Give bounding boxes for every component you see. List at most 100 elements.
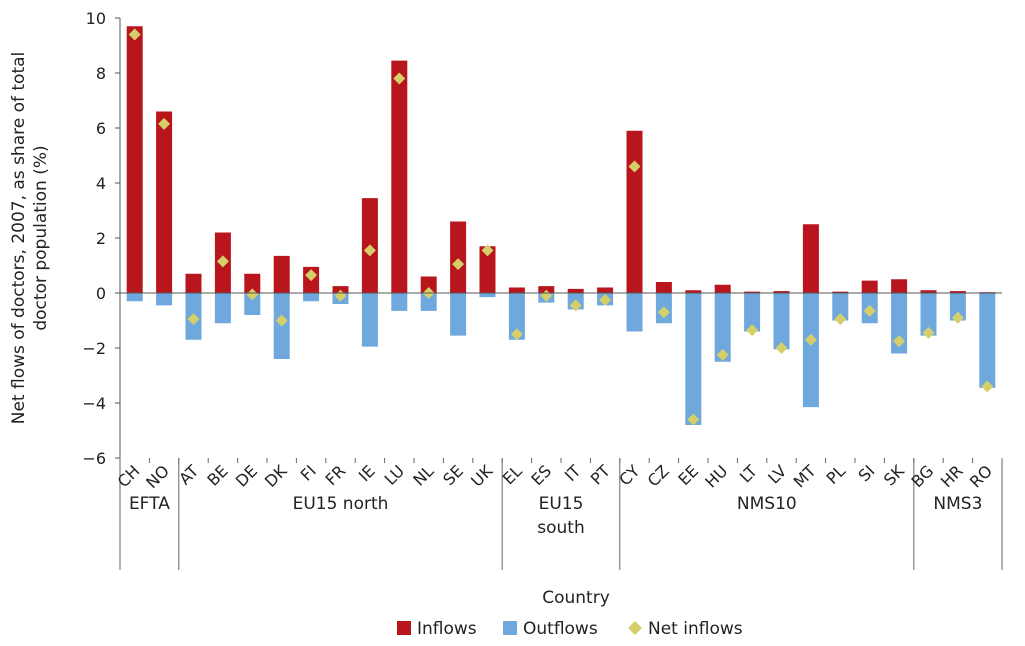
y-tick-label: 6 <box>96 119 106 138</box>
x-tick-label-fi: FI <box>297 461 320 484</box>
marker-net-inflows-mt <box>804 333 817 346</box>
y-tick-label: 10 <box>86 9 106 28</box>
x-tick-label-no: NO <box>142 461 173 492</box>
y-tick-label: 0 <box>96 284 106 303</box>
x-tick-label-ee: EE <box>674 461 702 489</box>
y-tick-label: 4 <box>96 174 106 193</box>
marker-net-inflows-it <box>569 299 582 312</box>
y-tick-label: −4 <box>82 394 106 413</box>
x-tick-label-pt: PT <box>587 461 614 488</box>
marker-net-inflows-sk <box>893 335 906 348</box>
x-tick-label-ie: IE <box>355 461 379 485</box>
group-label: NMS10 <box>737 494 797 514</box>
bar-outflows-lv <box>773 293 790 350</box>
bar-outflows-de <box>244 293 261 315</box>
bar-inflows-no <box>156 111 173 293</box>
x-tick-label-it: IT <box>561 461 585 485</box>
marker-net-inflows-lu <box>393 72 406 85</box>
bar-outflows-fi <box>303 293 320 302</box>
bar-outflows-hu <box>714 293 731 362</box>
bar-outflows-uk <box>479 293 496 298</box>
bar-inflows-lt <box>744 291 761 294</box>
marker-net-inflows-at <box>187 313 200 326</box>
legend-label-inflows: Inflows <box>417 619 477 639</box>
marker-net-inflows-cz <box>657 306 670 319</box>
marker-net-inflows-be <box>216 255 229 268</box>
x-tick-label-pl: PL <box>823 461 850 488</box>
marker-net-inflows-de <box>246 288 259 301</box>
bar-outflows-ch <box>126 293 143 302</box>
x-tick-label-el: EL <box>499 461 526 488</box>
bar-outflows-hr <box>949 293 966 321</box>
marker-net-inflows-el <box>510 328 523 341</box>
bar-inflows-bg <box>920 290 937 293</box>
bar-inflows-si <box>861 280 878 294</box>
marker-net-inflows-pt <box>599 293 612 306</box>
bar-outflows-el <box>508 293 525 340</box>
bar-inflows-de <box>244 273 261 293</box>
bar-inflows-cz <box>655 282 672 293</box>
bar-outflows-mt <box>802 293 819 408</box>
x-tick-label-be: BE <box>203 461 231 489</box>
marker-net-inflows-cy <box>628 160 641 173</box>
bar-inflows-it <box>567 288 584 294</box>
x-tick-label-hu: HU <box>701 461 731 491</box>
x-tick-label-uk: UK <box>467 461 496 490</box>
x-tick-label-cz: CZ <box>644 461 673 490</box>
y-tick-label: −2 <box>82 339 106 358</box>
bar-inflows-fr <box>332 286 349 294</box>
bar-inflows-pl <box>832 291 849 294</box>
group-label: EU15 <box>539 494 584 514</box>
marker-net-inflows-pl <box>834 313 847 326</box>
bar-outflows-ro <box>979 293 996 388</box>
marker-net-inflows-uk <box>481 244 494 257</box>
marker-net-inflows-se <box>452 258 465 271</box>
x-tick-label-lt: LT <box>736 461 761 486</box>
x-tick-label-mt: MT <box>790 461 820 491</box>
bar-inflows-lu <box>391 60 408 293</box>
bar-outflows-nl <box>420 293 437 311</box>
marker-net-inflows-ro <box>981 380 994 393</box>
y-axis-title-line-2: doctor population (%) <box>31 145 51 330</box>
bar-outflows-cy <box>626 293 643 332</box>
bar-outflows-lt <box>744 293 761 332</box>
x-tick-label-si: SI <box>855 461 879 485</box>
marker-net-inflows-bg <box>922 326 935 339</box>
bar-inflows-dk <box>273 255 290 294</box>
legend-label-net-inflows: Net inflows <box>648 619 743 639</box>
x-tick-label-ch: CH <box>114 461 144 491</box>
bar-inflows-mt <box>802 224 819 293</box>
y-tick-label: 2 <box>96 229 106 248</box>
x-tick-label-de: DE <box>232 461 261 490</box>
bar-inflows-lv <box>773 291 790 293</box>
y-tick-label: 8 <box>96 64 106 83</box>
marker-net-inflows-lv <box>775 342 788 354</box>
bar-inflows-el <box>508 287 525 293</box>
bar-inflows-se <box>450 221 467 293</box>
group-label: EFTA <box>129 494 170 514</box>
legend-swatch-inflows <box>397 621 411 635</box>
bar-outflows-ee <box>685 293 702 425</box>
x-tick-label-sk: SK <box>880 461 908 489</box>
bar-outflows-be <box>214 293 231 324</box>
bar-outflows-no <box>156 293 173 306</box>
x-tick-label-ro: RO <box>966 461 996 491</box>
group-label: NMS3 <box>933 494 982 514</box>
bar-outflows-pl <box>832 293 849 321</box>
marker-net-inflows-fi <box>305 269 318 282</box>
bar-inflows-hr <box>949 291 966 293</box>
marker-net-inflows-no <box>158 117 171 130</box>
bar-inflows-ch <box>126 26 143 293</box>
marker-net-inflows-ch <box>128 28 141 41</box>
group-label: south <box>537 518 584 538</box>
x-tick-label-lu: LU <box>381 461 408 488</box>
bar-inflows-at <box>185 273 202 293</box>
legend-swatch-net-inflows <box>628 621 642 635</box>
bar-outflows-bg <box>920 293 937 336</box>
legend-label-outflows: Outflows <box>523 619 598 639</box>
x-tick-label-nl: NL <box>409 461 437 489</box>
marker-net-inflows-dk <box>275 314 288 327</box>
bar-outflows-ie <box>361 293 378 347</box>
group-label: EU15 north <box>293 494 389 514</box>
